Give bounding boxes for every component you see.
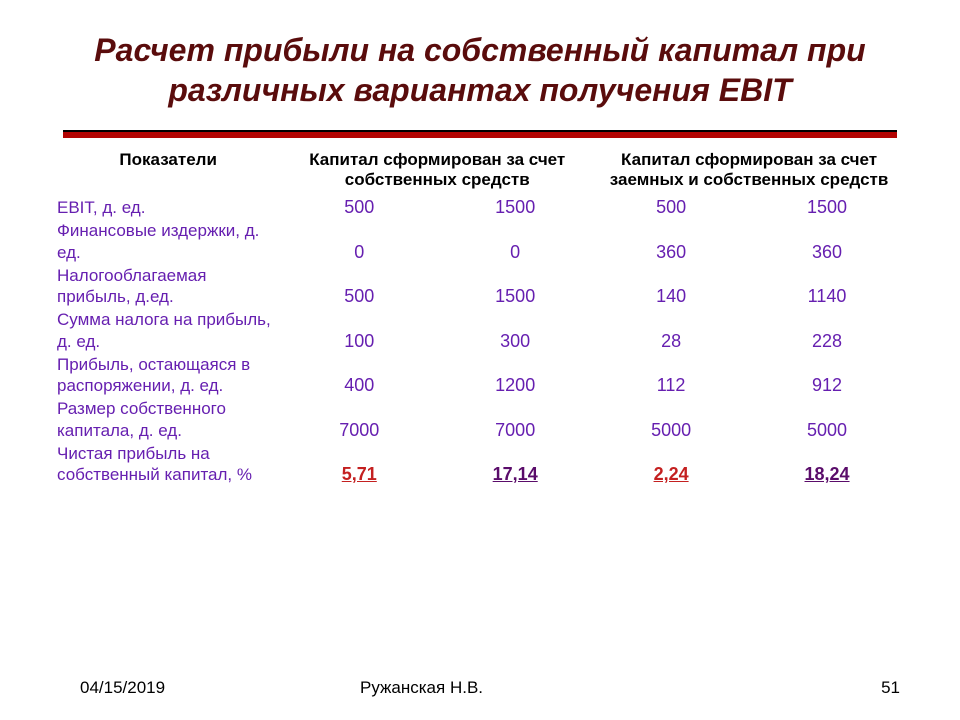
row-value: 300 bbox=[437, 308, 593, 353]
row-label: Прибыль, остающаяся в распоряжении, д. е… bbox=[55, 353, 281, 398]
row-value: 500 bbox=[281, 264, 437, 309]
rule-red bbox=[63, 132, 897, 138]
row-label: Налогооблагаемая прибыль, д.ед. bbox=[55, 264, 281, 309]
table-row: Прибыль, остающаяся в распоряжении, д. е… bbox=[55, 353, 905, 398]
row-value: 1500 bbox=[749, 196, 905, 219]
row-value: 140 bbox=[593, 264, 749, 309]
row-value: 0 bbox=[437, 219, 593, 264]
footer-page: 51 bbox=[840, 678, 900, 698]
row-value: 912 bbox=[749, 353, 905, 398]
footer-date: 04/15/2019 bbox=[80, 678, 360, 698]
row-value: 7000 bbox=[437, 397, 593, 442]
row-label: Чистая прибыль на собственный капитал, % bbox=[55, 442, 281, 487]
row-value: 5,71 bbox=[281, 442, 437, 487]
row-value: 5000 bbox=[749, 397, 905, 442]
row-value: 1140 bbox=[749, 264, 905, 309]
footer-author: Ружанская Н.В. bbox=[360, 678, 840, 698]
row-value: 5000 bbox=[593, 397, 749, 442]
row-value: 500 bbox=[593, 196, 749, 219]
footer: 04/15/2019 Ружанская Н.В. 51 bbox=[0, 678, 960, 698]
row-value: 112 bbox=[593, 353, 749, 398]
table-row: Сумма налога на прибыль, д. ед.100300282… bbox=[55, 308, 905, 353]
table-row: Чистая прибыль на собственный капитал, %… bbox=[55, 442, 905, 487]
row-label: Размер собственного капитала, д. ед. bbox=[55, 397, 281, 442]
table-header-row: Показатели Капитал сформирован за счет с… bbox=[55, 146, 905, 196]
row-label: EBIT, д. ед. bbox=[55, 196, 281, 219]
row-value: 18,24 bbox=[749, 442, 905, 487]
row-label: Финансовые издержки, д. ед. bbox=[55, 219, 281, 264]
header-group-b: Капитал сформирован за счет заемных и со… bbox=[593, 146, 905, 196]
row-label: Сумма налога на прибыль, д. ед. bbox=[55, 308, 281, 353]
row-value: 0 bbox=[281, 219, 437, 264]
row-value: 1500 bbox=[437, 196, 593, 219]
header-label: Показатели bbox=[55, 146, 281, 196]
table-row: Финансовые издержки, д. ед.00360360 bbox=[55, 219, 905, 264]
row-value: 2,24 bbox=[593, 442, 749, 487]
header-group-a: Капитал сформирован за счет собственных … bbox=[281, 146, 593, 196]
table-row: EBIT, д. ед.50015005001500 bbox=[55, 196, 905, 219]
row-value: 228 bbox=[749, 308, 905, 353]
row-value: 100 bbox=[281, 308, 437, 353]
row-value: 500 bbox=[281, 196, 437, 219]
row-value: 400 bbox=[281, 353, 437, 398]
row-value: 17,14 bbox=[437, 442, 593, 487]
row-value: 1500 bbox=[437, 264, 593, 309]
data-table: Показатели Капитал сформирован за счет с… bbox=[55, 146, 905, 486]
row-value: 360 bbox=[749, 219, 905, 264]
row-value: 28 bbox=[593, 308, 749, 353]
page-title: Расчет прибыли на собственный капитал пр… bbox=[55, 30, 905, 110]
row-value: 360 bbox=[593, 219, 749, 264]
row-value: 7000 bbox=[281, 397, 437, 442]
table-body: EBIT, д. ед.50015005001500Финансовые изд… bbox=[55, 196, 905, 486]
table-row: Размер собственного капитала, д. ед.7000… bbox=[55, 397, 905, 442]
row-value: 1200 bbox=[437, 353, 593, 398]
table-row: Налогооблагаемая прибыль, д.ед.500150014… bbox=[55, 264, 905, 309]
